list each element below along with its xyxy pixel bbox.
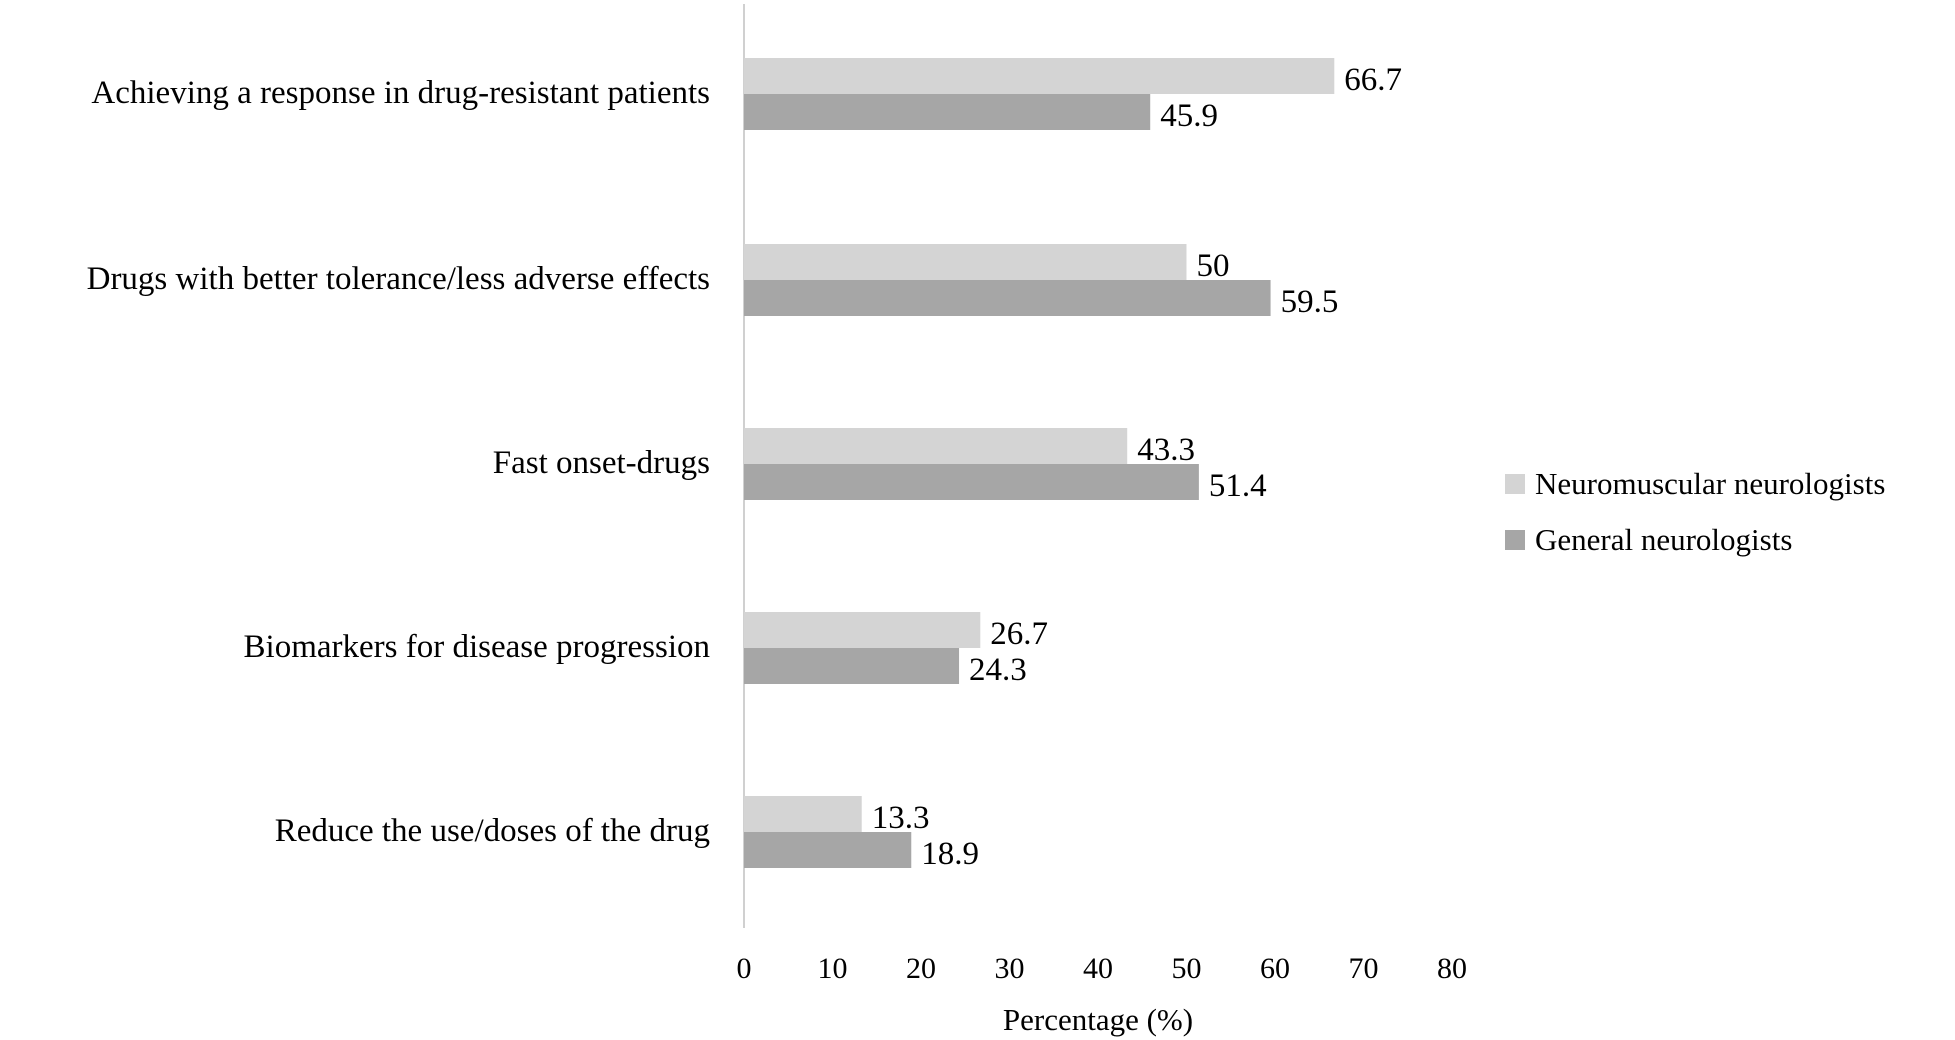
legend-swatch [1505, 474, 1525, 494]
plot-area: Achieving a response in drug-resistant p… [87, 4, 1467, 1037]
x-tick-label: 80 [1437, 952, 1467, 985]
value-label: 51.4 [1209, 468, 1267, 504]
category-label: Reduce the use/doses of the drug [275, 813, 710, 849]
category-label: Drugs with better tolerance/less adverse… [87, 261, 710, 297]
x-tick-label: 50 [1172, 952, 1202, 985]
bar-neuromuscular [744, 244, 1187, 280]
category-label: Biomarkers for disease progression [244, 629, 710, 665]
value-label: 66.7 [1344, 62, 1402, 98]
x-tick-label: 60 [1260, 952, 1290, 985]
value-label: 26.7 [990, 616, 1048, 652]
bar-general [744, 832, 912, 868]
value-label: 59.5 [1281, 284, 1339, 320]
x-tick-label: 20 [906, 952, 936, 985]
x-tick-label: 0 [737, 952, 752, 985]
value-label: 50 [1197, 248, 1230, 284]
value-label: 13.3 [872, 800, 930, 836]
bar-general [744, 280, 1271, 316]
x-tick-label: 40 [1083, 952, 1113, 985]
legend-swatch [1505, 530, 1525, 550]
value-label: 18.9 [921, 836, 979, 872]
x-tick-label: 70 [1349, 952, 1379, 985]
bar-general [744, 94, 1151, 130]
category-label: Fast onset-drugs [493, 445, 710, 481]
value-label: 24.3 [969, 652, 1027, 688]
bar-neuromuscular [744, 796, 862, 832]
bar-neuromuscular [744, 428, 1128, 464]
bar-neuromuscular [744, 612, 981, 648]
value-label: 45.9 [1160, 98, 1218, 134]
category-label: Achieving a response in drug-resistant p… [91, 75, 710, 111]
legend-label: Neuromuscular neurologists [1535, 466, 1885, 501]
bar-neuromuscular [744, 58, 1335, 94]
bar-general [744, 464, 1199, 500]
x-axis-title: Percentage (%) [1003, 1002, 1193, 1037]
legend-label: General neurologists [1535, 522, 1792, 557]
x-tick-label: 30 [995, 952, 1025, 985]
bar-general [744, 648, 960, 684]
legend: Neuromuscular neurologists General neurol… [1505, 466, 1885, 557]
x-tick-label: 10 [818, 952, 848, 985]
value-label: 43.3 [1137, 432, 1195, 468]
